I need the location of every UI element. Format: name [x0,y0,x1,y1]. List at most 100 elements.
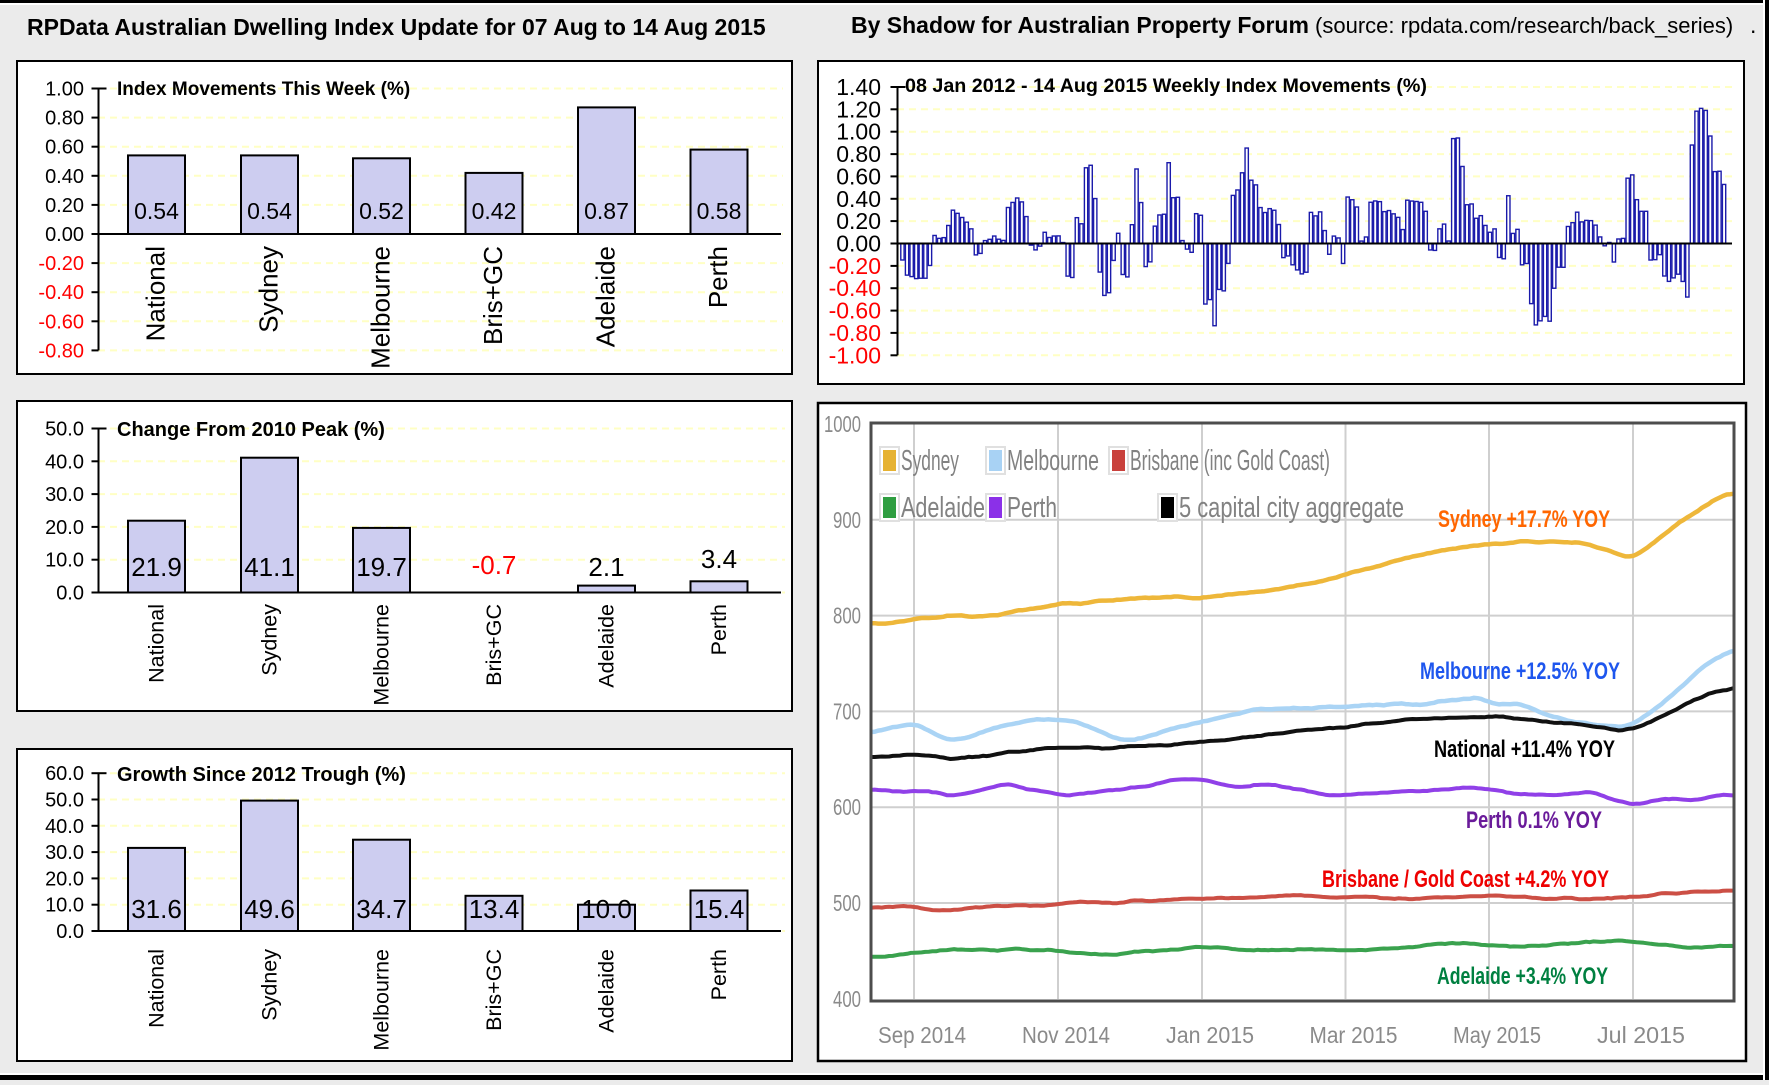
svg-text:0.60: 0.60 [45,137,84,159]
svg-text:5 capital city aggregate: 5 capital city aggregate [1179,492,1404,524]
svg-text:41.1: 41.1 [244,552,295,582]
svg-text:Perth: Perth [707,604,731,655]
svg-text:May 2015: May 2015 [1453,1022,1541,1048]
svg-text:-0.60: -0.60 [38,311,84,333]
svg-text:Sydney: Sydney [258,949,282,1021]
svg-text:13.4: 13.4 [469,894,520,924]
svg-text:10.0: 10.0 [45,895,84,917]
svg-text:400: 400 [833,986,861,1012]
svg-text:National: National [145,604,169,683]
svg-text:0.52: 0.52 [359,198,404,224]
svg-text:0.54: 0.54 [134,198,179,224]
svg-text:Perth: Perth [707,949,731,1000]
svg-text:National: National [145,949,169,1028]
svg-text:Sydney: Sydney [258,604,282,676]
svg-text:-0.20: -0.20 [38,253,84,275]
svg-text:Sydney: Sydney [254,246,284,333]
svg-text:31.6: 31.6 [131,894,182,924]
svg-text:Change From 2010 Peak (%): Change From 2010 Peak (%) [117,419,385,441]
svg-text:1.00: 1.00 [45,79,84,101]
svg-text:1.20: 1.20 [836,96,881,122]
svg-text:3.4: 3.4 [701,544,737,574]
svg-text:800: 800 [833,603,861,629]
svg-text:Sydney: Sydney [901,445,959,477]
svg-text:600: 600 [833,794,861,820]
svg-text:2.1: 2.1 [588,552,624,582]
svg-text:700: 700 [833,698,861,724]
svg-text:Mar 2015: Mar 2015 [1310,1022,1398,1048]
svg-text:0.00: 0.00 [45,224,84,246]
svg-text:Perth: Perth [1007,492,1057,524]
svg-text:Adelaide: Adelaide [595,949,619,1033]
svg-text:RPData Australian Dwelling Ind: RPData Australian Dwelling Index Update … [27,14,766,40]
svg-text:0.40: 0.40 [836,186,881,212]
svg-text:Melbourne: Melbourne [370,949,394,1051]
svg-text:Index Movements This Week (%): Index Movements This Week (%) [117,79,410,100]
svg-text:0.60: 0.60 [836,163,881,189]
svg-text:0.0: 0.0 [56,921,84,943]
svg-text:National: National [141,246,171,341]
svg-text:National +11.4% YOY: National +11.4% YOY [1434,736,1615,763]
svg-text:49.6: 49.6 [244,894,295,924]
svg-text:Jan 2015: Jan 2015 [1166,1022,1254,1048]
svg-text:0.0: 0.0 [56,583,84,605]
svg-text:-0.80: -0.80 [829,320,881,346]
svg-text:Sep 2014: Sep 2014 [878,1022,966,1048]
svg-text:-1.00: -1.00 [829,342,881,368]
svg-text:1.40: 1.40 [836,74,881,100]
svg-text:40.0: 40.0 [45,816,84,838]
svg-text:-0.20: -0.20 [829,253,881,279]
svg-text:0.40: 0.40 [45,166,84,188]
svg-text:Adelaide: Adelaide [595,604,619,688]
svg-text:Melbourne: Melbourne [370,604,394,706]
svg-text:0.58: 0.58 [697,198,742,224]
svg-text:0.20: 0.20 [836,208,881,234]
svg-text:15.4: 15.4 [694,894,745,924]
svg-text:08 Jan 2012 - 14 Aug 2015 Week: 08 Jan 2012 - 14 Aug 2015 Weekly Index M… [905,75,1427,97]
svg-text:0.80: 0.80 [836,141,881,167]
svg-text:Brisbane (inc Gold Coast): Brisbane (inc Gold Coast) [1130,445,1330,477]
svg-text:-0.40: -0.40 [38,282,84,304]
svg-text:Melbourne +12.5% YOY: Melbourne +12.5% YOY [1420,658,1620,685]
svg-text:1000: 1000 [824,411,861,437]
svg-text:0.42: 0.42 [472,198,517,224]
svg-text:Sydney +17.7% YOY: Sydney +17.7% YOY [1438,506,1610,533]
svg-text:Melbourne: Melbourne [1007,445,1099,477]
svg-text:21.9: 21.9 [131,552,182,582]
svg-text:0.20: 0.20 [45,195,84,217]
svg-text:0.80: 0.80 [45,108,84,130]
svg-text:Melbourne: Melbourne [366,246,396,369]
svg-text:60.0: 60.0 [45,763,84,785]
svg-text:By Shadow for Australian Prope: By Shadow for Australian Property Forum … [851,12,1756,38]
svg-text:10.0: 10.0 [45,550,84,572]
svg-text:19.7: 19.7 [356,552,407,582]
svg-text:10.0: 10.0 [581,894,632,924]
svg-text:Growth Since 2012 Trough (%): Growth Since 2012 Trough (%) [117,764,406,786]
svg-text:-0.80: -0.80 [38,340,84,362]
svg-text:Bris+GC: Bris+GC [482,604,506,686]
svg-text:1.00: 1.00 [836,119,881,145]
svg-text:-0.40: -0.40 [829,275,881,301]
svg-text:500: 500 [833,890,861,916]
svg-text:20.0: 20.0 [45,517,84,539]
svg-text:Perth: Perth [703,246,733,308]
svg-text:Adelaide: Adelaide [591,246,621,347]
svg-text:50.0: 50.0 [45,790,84,812]
svg-text:Jul 2015: Jul 2015 [1597,1022,1685,1048]
svg-text:Nov 2014: Nov 2014 [1022,1022,1110,1048]
svg-text:-0.60: -0.60 [829,298,881,324]
svg-text:-0.7: -0.7 [472,550,517,580]
svg-text:Brisbane / Gold Coast +4.2% YO: Brisbane / Gold Coast +4.2% YOY [1322,866,1609,893]
svg-text:900: 900 [833,507,861,533]
svg-text:34.7: 34.7 [356,894,407,924]
svg-text:Bris+GC: Bris+GC [482,949,506,1031]
svg-text:Adelaide: Adelaide [901,492,985,524]
svg-text:0.00: 0.00 [836,231,881,257]
svg-text:20.0: 20.0 [45,868,84,890]
svg-text:50.0: 50.0 [45,419,84,441]
svg-text:0.87: 0.87 [584,198,629,224]
svg-text:Bris+GC: Bris+GC [478,246,508,345]
svg-text:Perth 0.1% YOY: Perth 0.1% YOY [1466,807,1602,834]
svg-text:40.0: 40.0 [45,451,84,473]
svg-text:Adelaide +3.4% YOY: Adelaide +3.4% YOY [1437,963,1608,990]
